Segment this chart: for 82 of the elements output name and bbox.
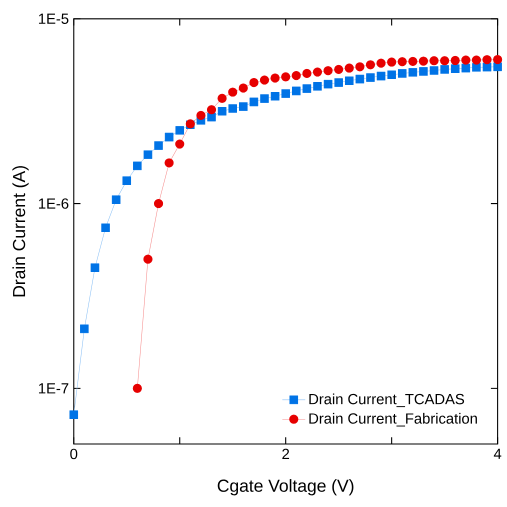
point — [270, 92, 280, 101]
point — [207, 112, 216, 122]
point — [206, 105, 216, 114]
point — [292, 86, 301, 96]
point — [344, 76, 354, 86]
point — [238, 83, 248, 93]
point — [324, 80, 332, 88]
point — [196, 110, 206, 120]
point — [366, 60, 376, 70]
point — [302, 68, 312, 78]
point — [344, 64, 354, 73]
point — [440, 65, 449, 74]
point — [482, 55, 492, 64]
point — [143, 254, 152, 264]
point — [164, 158, 174, 168]
point — [281, 72, 290, 82]
point — [493, 54, 502, 64]
point — [408, 68, 418, 77]
point — [90, 263, 100, 272]
point — [122, 176, 132, 185]
y-tick-label: 1E-5 — [38, 14, 68, 24]
point — [312, 67, 322, 77]
y-axis-title: Drain Current (A) — [12, 166, 29, 296]
y-tick-label: 1E-7 — [38, 383, 68, 394]
point — [249, 78, 258, 88]
x-tick-label: 0 — [70, 448, 78, 460]
point — [429, 56, 439, 66]
point — [461, 56, 470, 65]
point — [334, 64, 344, 74]
point — [228, 104, 237, 113]
point — [250, 98, 258, 106]
point — [132, 384, 142, 393]
point — [355, 62, 364, 72]
point — [218, 94, 227, 103]
point — [334, 78, 343, 87]
point — [133, 162, 142, 170]
point — [154, 199, 164, 208]
x-tick-label: 4 — [494, 448, 502, 459]
point — [419, 67, 428, 76]
point — [398, 69, 407, 78]
point — [387, 70, 396, 80]
point — [270, 73, 280, 83]
x-tick-label: 2 — [282, 448, 290, 460]
point — [408, 56, 418, 66]
point — [450, 64, 460, 73]
point — [376, 72, 386, 80]
point — [440, 56, 450, 66]
point — [69, 410, 78, 420]
point — [239, 102, 248, 111]
point — [218, 106, 226, 116]
point — [228, 88, 238, 97]
legend-label: Drain Current_Fabrication — [309, 412, 477, 426]
point — [472, 56, 481, 65]
point — [324, 66, 333, 76]
point — [472, 63, 481, 72]
point — [418, 56, 428, 66]
point — [175, 126, 184, 135]
point — [450, 56, 460, 66]
point — [376, 58, 386, 68]
point — [260, 76, 270, 85]
point — [80, 324, 89, 334]
point — [292, 70, 301, 80]
legend-label: Drain Current_TCADAS — [309, 393, 464, 408]
point — [482, 62, 492, 72]
point — [462, 64, 470, 72]
point — [144, 150, 152, 159]
point — [260, 94, 269, 103]
point — [313, 82, 322, 91]
y-tick-label: 1E-6 — [38, 198, 68, 209]
point — [281, 89, 290, 98]
point — [302, 84, 312, 93]
point — [164, 132, 174, 142]
point — [398, 57, 407, 66]
point — [366, 73, 375, 82]
point — [112, 195, 120, 204]
point — [175, 139, 184, 149]
point — [430, 66, 438, 75]
point — [387, 58, 396, 67]
point — [101, 223, 110, 232]
point — [154, 141, 163, 150]
x-axis-title: Cgate Voltage (V) — [218, 479, 354, 496]
point — [356, 74, 364, 84]
